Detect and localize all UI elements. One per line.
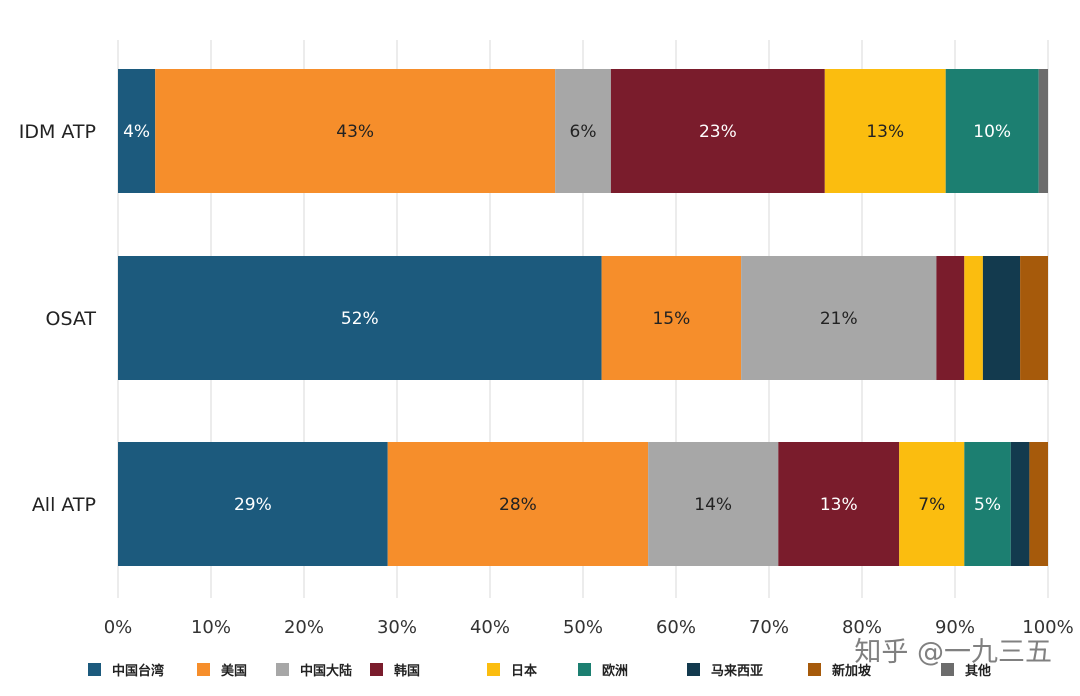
legend-label: 美国 bbox=[221, 663, 247, 679]
legend-label: 日本 bbox=[511, 663, 537, 679]
data-label: 43% bbox=[336, 122, 374, 142]
legend-swatch bbox=[687, 663, 700, 676]
data-label: 14% bbox=[694, 495, 732, 515]
data-label: 13% bbox=[866, 122, 904, 142]
x-axis-ticks: 0% 10% 20% 30% 40% 50% 60% 70% 80% 90% 100% bbox=[104, 617, 1074, 638]
data-label: 6% bbox=[570, 122, 597, 142]
bar-segment bbox=[899, 442, 965, 566]
category-label: All ATP bbox=[32, 494, 96, 516]
legend-label: 欧洲 bbox=[602, 663, 628, 679]
bar-segment bbox=[778, 442, 900, 566]
bars: 4% 43% 6% 23% 13% 10% 52% 15% 21% 29% 28% 14% 13% 7% 5… bbox=[118, 69, 1048, 566]
bar-segment bbox=[964, 256, 983, 380]
data-label: 4% bbox=[123, 122, 150, 142]
legend-swatch bbox=[88, 663, 101, 676]
legend: 中国台湾 美国 中国大陆 韩国 日本 欧洲 马来西亚 新加坡 其他 bbox=[88, 663, 991, 679]
legend-swatch bbox=[370, 663, 383, 676]
x-tick-label: 70% bbox=[749, 617, 789, 638]
legend-swatch bbox=[197, 663, 210, 676]
data-label: 52% bbox=[341, 309, 379, 329]
data-label: 23% bbox=[699, 122, 737, 142]
bar-segment bbox=[118, 256, 602, 380]
bar-segment bbox=[601, 256, 742, 380]
data-label: 21% bbox=[820, 309, 858, 329]
x-tick-label: 20% bbox=[284, 617, 324, 638]
legend-swatch bbox=[941, 663, 954, 676]
x-tick-label: 10% bbox=[191, 617, 231, 638]
x-tick-label: 50% bbox=[563, 617, 603, 638]
watermark-text: 知乎 @一九三五 bbox=[854, 637, 1052, 668]
data-label: 7% bbox=[918, 495, 945, 515]
bar-segment bbox=[155, 69, 556, 193]
x-tick-label: 100% bbox=[1022, 617, 1073, 638]
x-tick-label: 0% bbox=[104, 617, 133, 638]
legend-swatch bbox=[808, 663, 821, 676]
bar-segment bbox=[1010, 442, 1030, 566]
legend-swatch bbox=[276, 663, 289, 676]
x-tick-label: 60% bbox=[656, 617, 696, 638]
bar-segment bbox=[741, 256, 937, 380]
x-tick-label: 30% bbox=[377, 617, 417, 638]
bar-segment bbox=[964, 442, 1011, 566]
bar-segment bbox=[982, 256, 1021, 380]
bar-segment bbox=[387, 442, 649, 566]
bar-segment bbox=[648, 442, 779, 566]
data-label: 28% bbox=[499, 495, 537, 515]
legend-label: 其他 bbox=[965, 663, 991, 679]
bar-segment bbox=[555, 69, 611, 193]
bar-segment bbox=[610, 69, 825, 193]
x-tick-label: 90% bbox=[935, 617, 975, 638]
legend-label: 新加坡 bbox=[832, 663, 872, 679]
bar-segment bbox=[824, 69, 946, 193]
bar-segment bbox=[945, 69, 1039, 193]
legend-label: 韩国 bbox=[394, 663, 420, 679]
x-tick-label: 80% bbox=[842, 617, 882, 638]
data-label: 10% bbox=[973, 122, 1011, 142]
bar-segment bbox=[118, 442, 388, 566]
data-label: 13% bbox=[820, 495, 858, 515]
legend-label: 中国大陆 bbox=[300, 663, 352, 679]
category-label: OSAT bbox=[46, 308, 97, 330]
bar-segment bbox=[1038, 69, 1048, 193]
category-labels: IDM ATP OSAT All ATP bbox=[19, 121, 97, 516]
x-tick-label: 40% bbox=[470, 617, 510, 638]
bar-segment bbox=[936, 256, 965, 380]
legend-label: 马来西亚 bbox=[711, 663, 763, 679]
legend-label: 中国台湾 bbox=[112, 663, 164, 679]
legend-swatch bbox=[487, 663, 500, 676]
data-label: 29% bbox=[234, 495, 272, 515]
bar-segment bbox=[118, 69, 156, 193]
bar-segment bbox=[1020, 256, 1048, 380]
legend-swatch bbox=[578, 663, 591, 676]
data-label: 15% bbox=[652, 309, 690, 329]
category-label: IDM ATP bbox=[19, 121, 96, 143]
bar-segment bbox=[1029, 442, 1048, 566]
data-label: 5% bbox=[974, 495, 1001, 515]
